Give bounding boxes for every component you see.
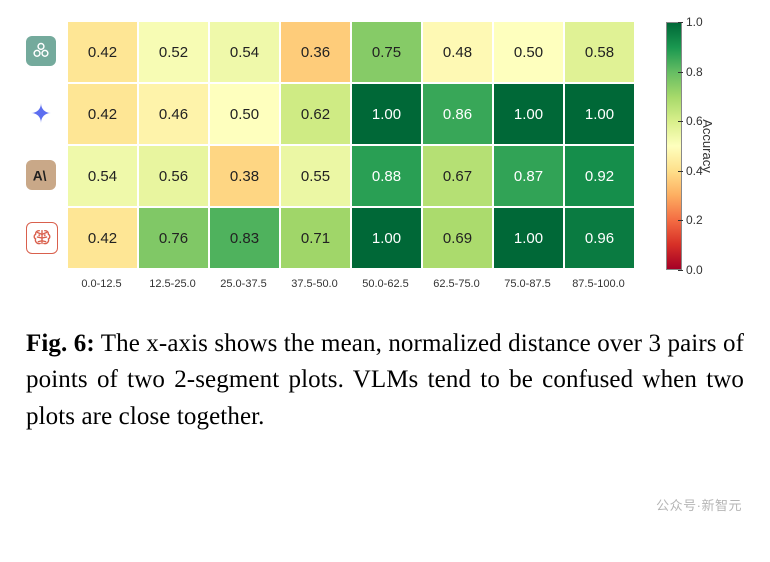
heatmap-cell: 0.42 — [67, 207, 138, 269]
heatmap-cell: 0.92 — [564, 145, 635, 207]
heatmap-cell: 0.48 — [422, 21, 493, 83]
heatmap-cell: 0.56 — [138, 145, 209, 207]
watermark-text: 公众号·新智元 — [656, 495, 742, 514]
x-tick-label: 62.5-75.0 — [421, 278, 492, 290]
heatmap-cell: 0.76 — [138, 207, 209, 269]
heatmap-cell: 0.69 — [422, 207, 493, 269]
heatmap-cell: 0.54 — [209, 21, 280, 83]
gemini-icon — [26, 98, 56, 128]
heatmap-cell: 1.00 — [564, 83, 635, 145]
heatmap-cell: 0.67 — [422, 145, 493, 207]
heatmap-cell: 0.52 — [138, 21, 209, 83]
colorbar-tick: 1.0 — [686, 15, 703, 29]
heatmap-container: 0.420.520.540.360.750.480.500.580.420.46… — [66, 20, 636, 290]
heatmap-cell: 0.58 — [564, 21, 635, 83]
heatmap-cell: 1.00 — [351, 83, 422, 145]
x-tick-label: 25.0-37.5 — [208, 278, 279, 290]
x-tick-label: 0.0-12.5 — [66, 278, 137, 290]
x-tick-label: 50.0-62.5 — [350, 278, 421, 290]
heatmap-cell: 0.71 — [280, 207, 351, 269]
row-icon-column: A\ — [26, 22, 58, 268]
colorbar-tick: 0.0 — [686, 263, 703, 277]
heatmap-cell: 0.83 — [209, 207, 280, 269]
colorbar-container: 0.00.20.40.60.81.0 Accuracy — [666, 22, 686, 270]
figure-container: A\ 0.420.520.540.360.750.480.500.580.420… — [0, 0, 770, 562]
colorbar — [666, 22, 682, 270]
heatmap-cell: 1.00 — [493, 83, 564, 145]
openai-icon — [26, 36, 56, 66]
heatmap-cell: 0.75 — [351, 21, 422, 83]
x-tick-label: 12.5-25.0 — [137, 278, 208, 290]
heatmap-cell: 0.96 — [564, 207, 635, 269]
heatmap-cell: 0.36 — [280, 21, 351, 83]
heatmap-grid: 0.420.520.540.360.750.480.500.580.420.46… — [66, 20, 636, 270]
heatmap-cell: 0.62 — [280, 83, 351, 145]
x-axis-tick-labels: 0.0-12.512.5-25.025.0-37.537.5-50.050.0-… — [66, 278, 636, 290]
colorbar-tick: 0.8 — [686, 65, 703, 79]
heatmap-cell: 0.42 — [67, 21, 138, 83]
anthropic-icon: A\ — [26, 160, 56, 190]
chart-area: A\ 0.420.520.540.360.750.480.500.580.420… — [26, 20, 744, 290]
figure-caption: Fig. 6: The x-axis shows the mean, norma… — [26, 326, 744, 435]
heatmap-cell: 0.88 — [351, 145, 422, 207]
x-tick-label: 87.5-100.0 — [563, 278, 634, 290]
heatmap-cell: 0.42 — [67, 83, 138, 145]
brain-icon — [26, 222, 58, 254]
heatmap-cell: 0.86 — [422, 83, 493, 145]
heatmap-cell: 0.50 — [209, 83, 280, 145]
caption-text: The x-axis shows the mean, normalized di… — [26, 330, 744, 430]
heatmap-cell: 1.00 — [351, 207, 422, 269]
colorbar-label: Accuracy — [700, 119, 715, 172]
heatmap-cell: 1.00 — [493, 207, 564, 269]
colorbar-tick: 0.2 — [686, 213, 703, 227]
x-tick-label: 75.0-87.5 — [492, 278, 563, 290]
svg-text:A\: A\ — [33, 169, 47, 184]
caption-label: Fig. 6: — [26, 330, 95, 357]
heatmap-cell: 0.50 — [493, 21, 564, 83]
heatmap-cell: 0.55 — [280, 145, 351, 207]
heatmap-cell: 0.38 — [209, 145, 280, 207]
heatmap-cell: 0.54 — [67, 145, 138, 207]
heatmap-cell: 0.46 — [138, 83, 209, 145]
x-tick-label: 37.5-50.0 — [279, 278, 350, 290]
heatmap-cell: 0.87 — [493, 145, 564, 207]
